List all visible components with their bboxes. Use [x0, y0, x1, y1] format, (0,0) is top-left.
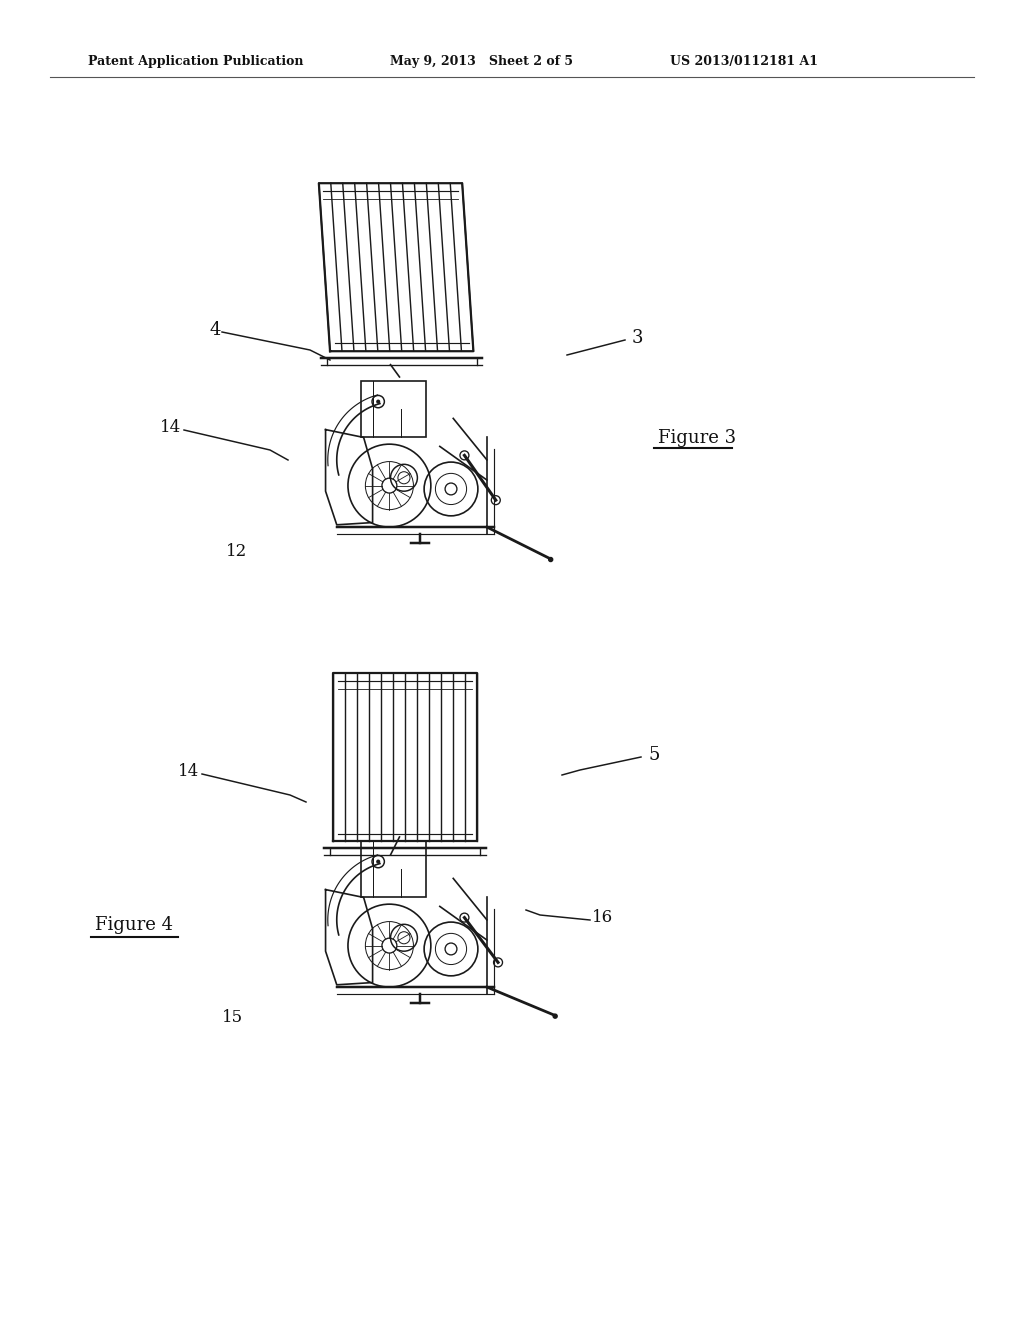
- Text: 3: 3: [632, 329, 643, 347]
- Text: 15: 15: [222, 1010, 243, 1027]
- Text: 16: 16: [592, 909, 613, 927]
- Text: May 9, 2013   Sheet 2 of 5: May 9, 2013 Sheet 2 of 5: [390, 55, 573, 69]
- Text: 14: 14: [160, 420, 181, 437]
- Circle shape: [377, 400, 380, 403]
- Circle shape: [549, 557, 553, 561]
- Text: 4: 4: [210, 321, 221, 339]
- Text: US 2013/0112181 A1: US 2013/0112181 A1: [670, 55, 818, 69]
- Circle shape: [377, 861, 380, 863]
- Text: 12: 12: [226, 544, 247, 561]
- Text: Patent Application Publication: Patent Application Publication: [88, 55, 303, 69]
- Text: 14: 14: [178, 763, 200, 780]
- Circle shape: [553, 1014, 557, 1018]
- Text: 5: 5: [648, 746, 659, 764]
- Text: Figure 3: Figure 3: [658, 429, 736, 447]
- Text: Figure 4: Figure 4: [95, 916, 173, 935]
